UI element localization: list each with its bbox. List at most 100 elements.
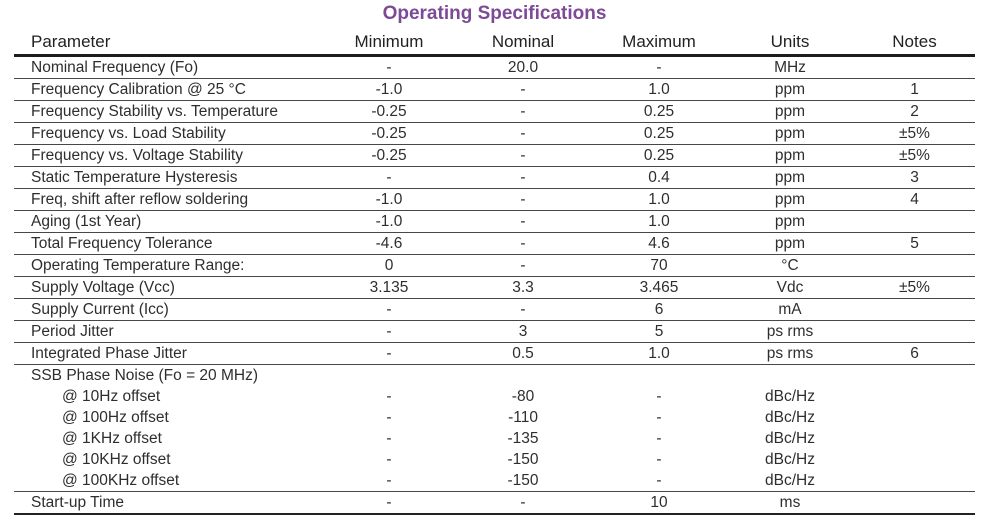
parameter-cell: Integrated Phase Jitter — [31, 344, 187, 362]
nominal-cell: -80 — [511, 387, 535, 405]
parameter-cell: @ 10Hz offset — [62, 387, 161, 405]
table-header: Parameter Minimum Nominal Maximum Units … — [14, 28, 975, 57]
nominal-cell: - — [520, 234, 526, 252]
table-row: Integrated Phase Jitter - 0.5 1.0 ps rms 6 — [14, 343, 975, 365]
maximum-cell: 5 — [654, 322, 664, 340]
units-cell: ms — [779, 493, 801, 511]
column-header-notes: Notes — [854, 28, 975, 57]
maximum-cell: 3.465 — [639, 278, 679, 296]
parameter-cell: Total Frequency Tolerance — [31, 234, 213, 252]
table-row: Frequency vs. Load Stability -0.25-0.25 pp… — [14, 123, 975, 145]
parameter-cell: Static Temperature Hysteresis — [31, 168, 238, 186]
minimum-cell: -1.0 — [375, 212, 403, 230]
parameter-cell: Operating Temperature Range: — [31, 256, 245, 274]
table-row: Static Temperature Hysteresis - - 0.4 ppm 3 — [14, 167, 975, 189]
maximum-cell: 1.0 — [648, 80, 670, 98]
units-cell: ppm — [774, 190, 806, 208]
maximum-cell: 6 — [654, 300, 664, 318]
parameter-cell: @ 1KHz offset — [62, 429, 162, 447]
minimum-cell: 0 — [384, 256, 394, 274]
minimum-cell: - — [386, 322, 392, 340]
minimum-cell: -0.25 — [371, 146, 407, 164]
notes-cell — [854, 386, 975, 407]
table-row: Frequency vs. Voltage Stability -0.25-0.2… — [14, 145, 975, 167]
maximum-cell: - — [656, 58, 662, 76]
maximum-cell: 0.4 — [648, 168, 670, 186]
table-row: Frequency Stability vs. Temperature -0.25… — [14, 101, 975, 123]
column-header-minimum: Minimum — [324, 28, 454, 57]
notes-cell: 4 — [910, 190, 919, 208]
minimum-cell: - — [386, 387, 392, 405]
parameter-cell: SSB Phase Noise (Fo = 20 MHz) — [31, 366, 258, 384]
parameter-cell: Supply Voltage (Vcc) — [31, 278, 175, 296]
table-row: Nominal Frequency (Fo) - 20.0 - MHz — [14, 56, 975, 79]
maximum-cell: 0.25 — [643, 124, 675, 142]
notes-cell: 5 — [910, 234, 919, 252]
minimum-cell: -0.25 — [371, 102, 407, 120]
units-cell: ppm — [774, 146, 806, 164]
minimum-cell: - — [386, 300, 392, 318]
table-row: @ 100KHz offset - -150 - dBc/Hz — [14, 470, 975, 492]
notes-cell — [854, 211, 975, 233]
units-cell: ppm — [774, 80, 806, 98]
units-cell: ps rms — [766, 344, 814, 362]
minimum-cell: - — [386, 408, 392, 426]
notes-cell: 2 — [910, 102, 919, 120]
units-cell: MHz — [774, 58, 806, 76]
parameter-cell: Frequency Calibration @ 25 °C — [31, 80, 246, 98]
nominal-cell: 3 — [518, 322, 528, 340]
parameter-cell: Nominal Frequency (Fo) — [31, 58, 199, 76]
table-row: Supply Voltage (Vcc) 3.135 3.3 3.465 Vdc ±5% — [14, 277, 975, 299]
maximum-cell: - — [656, 450, 662, 468]
column-header-parameter: Parameter — [14, 28, 324, 57]
table-row: Freq, shift after reflow soldering -1.0-1… — [14, 189, 975, 211]
notes-cell — [854, 255, 975, 277]
table-row: Supply Current (Icc) - - 6 mA — [14, 299, 975, 321]
nominal-cell: - — [520, 256, 526, 274]
units-cell: °C — [781, 256, 799, 274]
minimum-cell: - — [386, 58, 392, 76]
parameter-cell: Frequency vs. Load Stability — [31, 124, 226, 142]
table-row: Aging (1st Year) -1.0-1.0 ppm — [14, 211, 975, 233]
notes-cell: ±5% — [899, 146, 930, 164]
nominal-cell: 0.5 — [512, 344, 534, 362]
maximum-cell: 1.0 — [648, 212, 670, 230]
nominal-cell: - — [520, 212, 526, 230]
maximum-cell: 10 — [650, 493, 668, 511]
units-cell: ppm — [774, 168, 806, 186]
column-header-units: Units — [726, 28, 854, 57]
nominal-cell: 3.3 — [512, 278, 534, 296]
notes-cell: 6 — [910, 344, 919, 362]
parameter-cell: Aging (1st Year) — [31, 212, 142, 230]
minimum-cell: - — [386, 493, 392, 511]
table-row: Total Frequency Tolerance -4.6-4.6 ppm 5 — [14, 233, 975, 255]
maximum-cell: - — [656, 408, 662, 426]
notes-cell: 3 — [910, 168, 919, 186]
maximum-cell: 4.6 — [648, 234, 670, 252]
parameter-cell: @ 10KHz offset — [62, 450, 171, 468]
maximum-cell — [592, 365, 726, 387]
nominal-cell: -150 — [507, 471, 539, 489]
minimum-cell: 3.135 — [369, 278, 409, 296]
units-cell: ppm — [774, 234, 806, 252]
parameter-cell: Frequency Stability vs. Temperature — [31, 102, 278, 120]
parameter-cell: Period Jitter — [31, 322, 114, 340]
nominal-cell: - — [520, 80, 526, 98]
operating-specifications-table: Parameter Minimum Nominal Maximum Units … — [14, 28, 975, 515]
table-row: @ 1KHz offset - -135 - dBc/Hz — [14, 428, 975, 449]
units-cell: dBc/Hz — [765, 408, 815, 426]
table-row: SSB Phase Noise (Fo = 20 MHz) — [14, 365, 975, 387]
notes-cell — [854, 407, 975, 428]
nominal-cell — [454, 365, 592, 387]
table-row: Frequency Calibration @ 25 °C -1.0-1.0 ppm… — [14, 79, 975, 101]
column-header-maximum: Maximum — [592, 28, 726, 57]
parameter-cell: @ 100Hz offset — [62, 408, 169, 426]
notes-cell — [854, 470, 975, 492]
notes-cell — [854, 299, 975, 321]
parameter-cell: Freq, shift after reflow soldering — [31, 190, 249, 208]
maximum-cell: 70 — [650, 256, 668, 274]
table-row: @ 10Hz offset - -80 - dBc/Hz — [14, 386, 975, 407]
table-row: @ 100Hz offset - -110 - dBc/Hz — [14, 407, 975, 428]
units-cell: ppm — [774, 212, 806, 230]
